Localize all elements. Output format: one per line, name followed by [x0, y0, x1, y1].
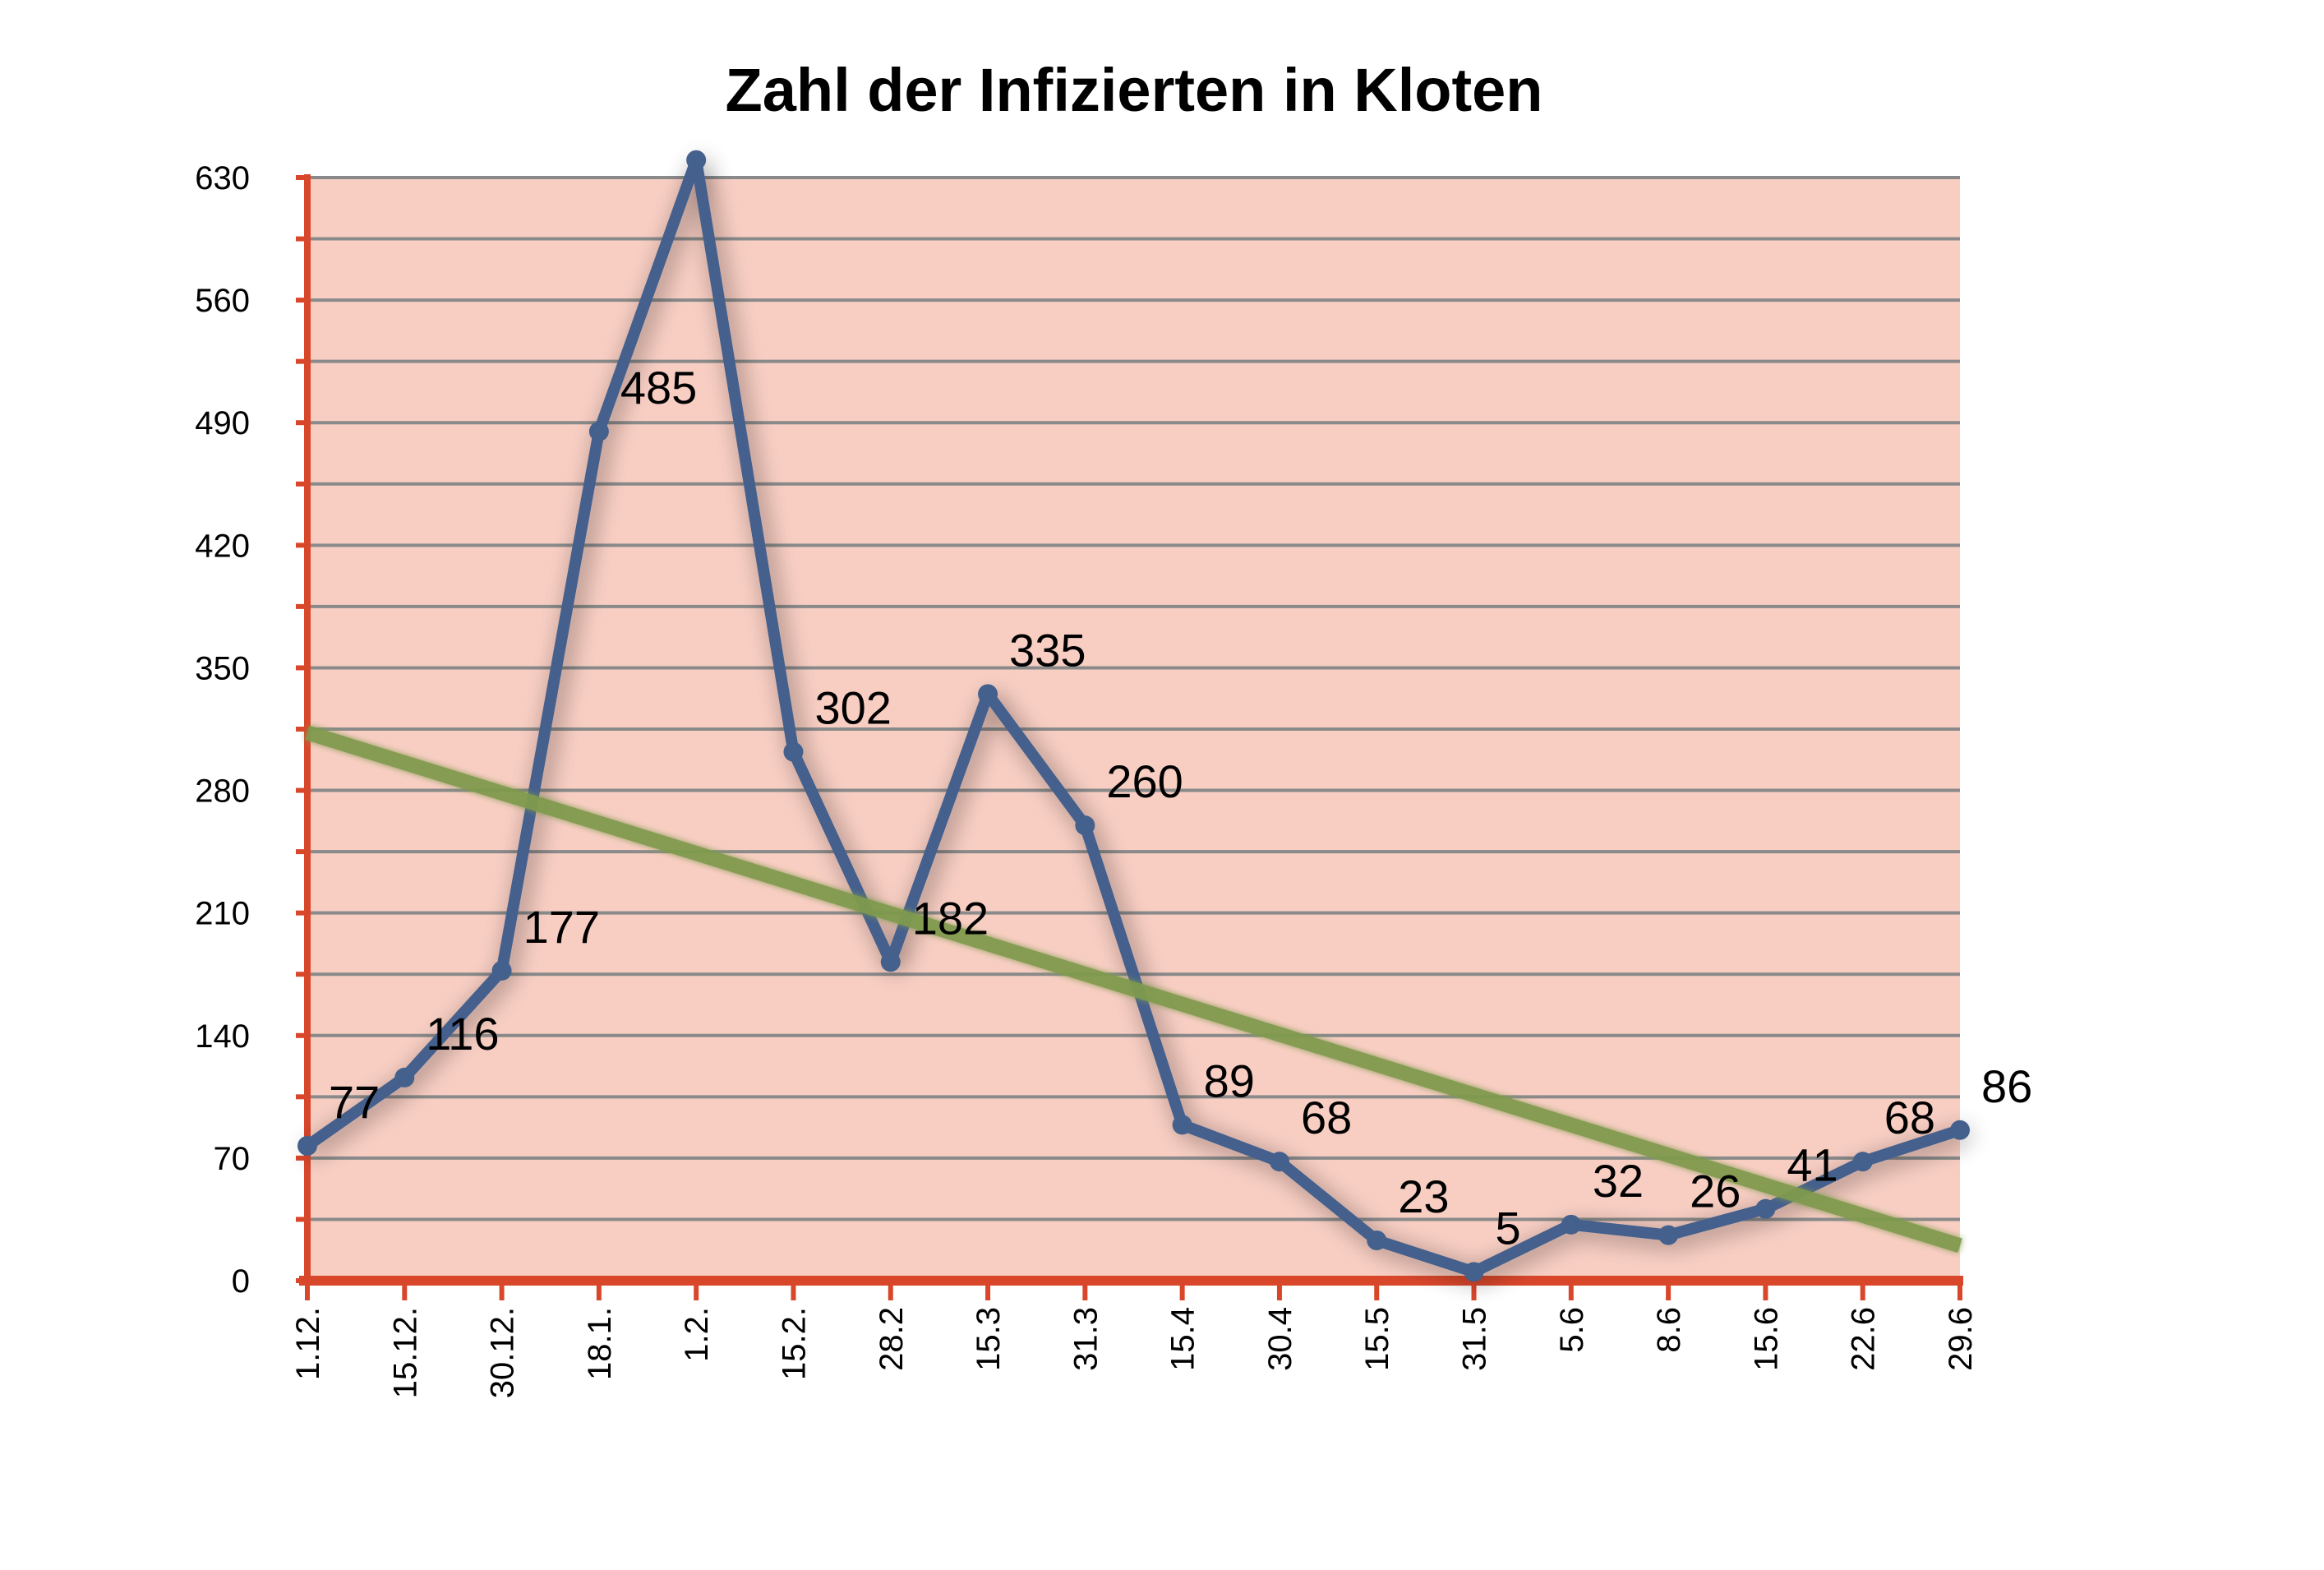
data-label: 41: [1787, 1139, 1838, 1191]
y-tick-label: 210: [195, 896, 250, 932]
y-tick-label: 280: [195, 773, 250, 810]
y-tick-label: 490: [195, 405, 250, 441]
x-tick-label: 8.6: [1651, 1307, 1687, 1353]
x-tick-label: 22.6: [1846, 1307, 1882, 1371]
plot-area: 0 70 140 210 280 350 420 490 560 630 1.12. 15.12. 30…: [195, 150, 2032, 1398]
data-label: 86: [1981, 1060, 2032, 1112]
data-label: 26: [1690, 1166, 1741, 1217]
y-tick-label: 630: [195, 160, 250, 196]
data-label: 5: [1496, 1202, 1521, 1254]
data-point: [1172, 1115, 1192, 1135]
data-point: [1367, 1231, 1387, 1251]
data-label: 68: [1301, 1092, 1352, 1143]
data-point: [880, 952, 901, 972]
data-point: [1561, 1214, 1581, 1235]
x-tick-label: 1.12.: [290, 1307, 326, 1380]
data-point: [1852, 1152, 1873, 1172]
data-point: [394, 1067, 415, 1087]
x-tick-label: 15.2.: [776, 1307, 812, 1380]
data-point: [978, 684, 998, 704]
x-tick-label: 28.2: [874, 1307, 910, 1371]
data-label: 116: [426, 1008, 499, 1060]
y-tick-label: 0: [232, 1263, 250, 1300]
data-label: 68: [1884, 1092, 1935, 1143]
x-tick-label: 31.5: [1457, 1307, 1493, 1371]
data-label: 89: [1204, 1055, 1255, 1106]
series-line: [302, 154, 1966, 1278]
data-label: 302: [814, 682, 891, 734]
x-tick-label: 30.4: [1262, 1307, 1298, 1371]
data-point: [1464, 1262, 1484, 1282]
x-tick-label: 30.12.: [485, 1307, 521, 1398]
x-tick-label: 15.5: [1359, 1307, 1395, 1371]
data-point: [588, 421, 609, 441]
y-tick-label: 420: [195, 528, 250, 564]
data-point: [1075, 815, 1095, 836]
data-label: 177: [523, 901, 600, 953]
data-point: [1755, 1198, 1776, 1219]
x-tick-label: 1.2.: [679, 1307, 715, 1362]
y-tick-label: 70: [214, 1141, 251, 1177]
data-label: 485: [620, 362, 697, 413]
data-point: [1658, 1225, 1679, 1245]
data-point: [491, 960, 512, 981]
x-tick-label: 29.6: [1943, 1307, 1979, 1371]
chart-title: Zahl der Infizierten in Kloten: [726, 56, 1543, 124]
data-label: 260: [1106, 755, 1183, 807]
data-label: 77: [329, 1076, 380, 1128]
data-label: 32: [1593, 1155, 1644, 1207]
x-tick-label: 15.4: [1165, 1307, 1201, 1371]
trendline: [305, 725, 1962, 1253]
x-tick-label: 15.6: [1748, 1307, 1784, 1371]
data-point: [686, 150, 707, 170]
data-point: [297, 1135, 317, 1156]
y-tick-label: 140: [195, 1018, 250, 1055]
data-point: [1269, 1152, 1289, 1172]
x-tick-label: 18.1.: [582, 1307, 618, 1380]
x-tick-label: 5.6: [1554, 1307, 1590, 1353]
data-label: 182: [912, 892, 989, 944]
data-label: 335: [1009, 624, 1086, 676]
y-tick-label: 560: [195, 283, 250, 319]
data-point: [783, 741, 804, 762]
x-tick-label: 15.3: [971, 1307, 1007, 1371]
y-tick-label: 350: [195, 650, 250, 686]
x-tick-label: 31.3: [1067, 1307, 1104, 1371]
data-label: 23: [1398, 1171, 1449, 1222]
x-tick-label: 15.12.: [387, 1307, 423, 1398]
data-point: [1950, 1120, 1970, 1140]
